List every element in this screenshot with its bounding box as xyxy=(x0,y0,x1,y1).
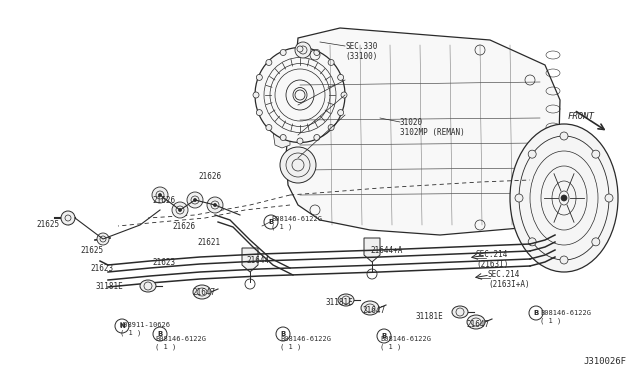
Text: SEC.214
(2163I): SEC.214 (2163I) xyxy=(476,250,508,269)
Polygon shape xyxy=(286,28,560,235)
Text: 21626: 21626 xyxy=(198,172,221,181)
Text: 21621: 21621 xyxy=(197,238,220,247)
Text: 21623: 21623 xyxy=(152,258,175,267)
Ellipse shape xyxy=(255,48,345,142)
Circle shape xyxy=(280,135,286,141)
Text: B08146-6122G
( 1 ): B08146-6122G ( 1 ) xyxy=(380,336,431,350)
Text: 21647: 21647 xyxy=(362,306,385,315)
Text: 21644: 21644 xyxy=(246,256,269,265)
Circle shape xyxy=(193,199,196,202)
Circle shape xyxy=(266,125,272,131)
Circle shape xyxy=(528,238,536,246)
Text: B08146-6122G
( 1 ): B08146-6122G ( 1 ) xyxy=(280,336,331,350)
Text: 31181E: 31181E xyxy=(325,298,353,307)
Ellipse shape xyxy=(452,306,468,318)
Circle shape xyxy=(257,74,262,80)
Polygon shape xyxy=(364,238,380,262)
Circle shape xyxy=(328,125,334,131)
Text: B08146-6122G
( 1 ): B08146-6122G ( 1 ) xyxy=(540,310,591,324)
Circle shape xyxy=(528,150,536,158)
Circle shape xyxy=(338,110,344,116)
Circle shape xyxy=(266,60,272,65)
Circle shape xyxy=(280,147,316,183)
Text: 31181E: 31181E xyxy=(415,312,443,321)
Circle shape xyxy=(214,203,216,206)
Circle shape xyxy=(560,132,568,140)
Text: 21626: 21626 xyxy=(172,222,195,231)
Text: 31020
3102MP (REMAN): 31020 3102MP (REMAN) xyxy=(400,118,465,137)
Circle shape xyxy=(297,138,303,144)
Circle shape xyxy=(280,49,286,55)
Circle shape xyxy=(592,238,600,246)
Text: SEC.214
(2163I+A): SEC.214 (2163I+A) xyxy=(488,270,530,289)
Ellipse shape xyxy=(510,124,618,272)
Circle shape xyxy=(97,233,109,245)
Text: 21647: 21647 xyxy=(466,320,489,329)
Circle shape xyxy=(172,202,188,218)
Circle shape xyxy=(328,60,334,65)
Text: B: B xyxy=(157,331,163,337)
Circle shape xyxy=(61,211,75,225)
Text: B: B xyxy=(381,333,387,339)
Circle shape xyxy=(560,256,568,264)
Circle shape xyxy=(207,197,223,213)
Text: FRONT: FRONT xyxy=(568,112,595,121)
Circle shape xyxy=(152,187,168,203)
Circle shape xyxy=(297,46,303,52)
Circle shape xyxy=(605,194,613,202)
Text: B: B xyxy=(280,331,285,337)
Ellipse shape xyxy=(140,280,156,292)
Circle shape xyxy=(341,92,347,98)
Text: B08146-6122G
( 1 ): B08146-6122G ( 1 ) xyxy=(155,336,206,350)
Text: 21623: 21623 xyxy=(90,264,113,273)
Circle shape xyxy=(253,92,259,98)
Ellipse shape xyxy=(193,285,211,299)
Circle shape xyxy=(338,74,344,80)
Ellipse shape xyxy=(338,294,354,306)
Text: B08146-6122G
( 1 ): B08146-6122G ( 1 ) xyxy=(271,216,322,230)
Text: 21625: 21625 xyxy=(80,246,103,255)
Text: N08911-10626
( 1 ): N08911-10626 ( 1 ) xyxy=(120,322,171,336)
Circle shape xyxy=(159,193,161,196)
Circle shape xyxy=(179,208,182,212)
Text: B: B xyxy=(268,219,274,225)
Circle shape xyxy=(314,135,320,141)
Circle shape xyxy=(561,195,567,201)
Text: B: B xyxy=(533,310,539,316)
Ellipse shape xyxy=(361,301,379,315)
Circle shape xyxy=(187,192,203,208)
Circle shape xyxy=(295,42,311,58)
Ellipse shape xyxy=(467,315,485,329)
Text: J310026F: J310026F xyxy=(583,357,626,366)
Circle shape xyxy=(257,110,262,116)
Circle shape xyxy=(592,150,600,158)
Text: 21626: 21626 xyxy=(152,196,175,205)
Text: SEC.330
(33100): SEC.330 (33100) xyxy=(345,42,378,61)
Text: 31181E: 31181E xyxy=(96,282,124,291)
Text: 21647: 21647 xyxy=(192,288,215,297)
Text: N: N xyxy=(119,323,125,329)
Text: 21644+A: 21644+A xyxy=(370,246,403,255)
Circle shape xyxy=(515,194,523,202)
Polygon shape xyxy=(242,248,258,272)
Text: 21625: 21625 xyxy=(36,220,59,229)
Polygon shape xyxy=(272,100,290,148)
Circle shape xyxy=(314,49,320,55)
